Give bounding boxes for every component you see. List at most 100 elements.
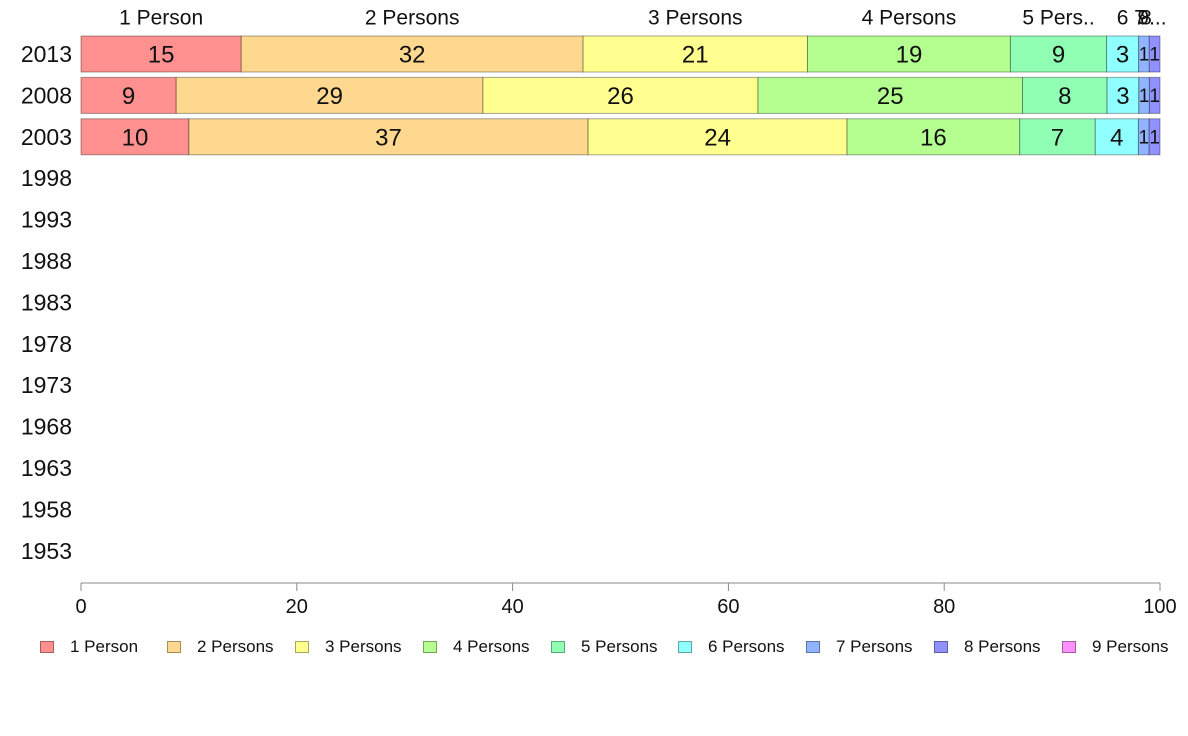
category-label: 1968: [21, 414, 72, 440]
segment-top-label: 4 Persons: [862, 7, 957, 30]
bar-segment: [188, 118, 589, 156]
legend-item: 3 Persons: [295, 636, 402, 658]
data-label: 21: [682, 42, 709, 69]
bar-segment: [1138, 76, 1150, 114]
legend-item: 1 Person: [40, 636, 138, 658]
data-label: 37: [375, 124, 402, 151]
legend-label: 9 Persons: [1092, 637, 1169, 656]
bar-segment: [80, 118, 190, 156]
x-tick-label: 0: [75, 596, 86, 618]
legend-item: 8 Persons: [934, 636, 1041, 658]
category-label: 2008: [21, 82, 72, 108]
legend-swatch: [551, 641, 565, 653]
data-label: 26: [607, 83, 634, 110]
legend-label: 1 Person: [70, 637, 139, 656]
data-label: 1: [1139, 127, 1150, 148]
bar-segment: [1094, 118, 1139, 156]
category-label: 1978: [21, 331, 72, 357]
x-tick-label: 100: [1143, 596, 1176, 618]
category-label: 1973: [21, 372, 72, 398]
legend-swatch: [678, 641, 692, 653]
data-label: 1: [1139, 45, 1150, 66]
data-label: 3: [1116, 42, 1129, 69]
legend-label: 6 Persons: [708, 637, 785, 656]
segment-top-label: 9...: [1137, 7, 1166, 30]
legend-swatch: [806, 641, 820, 653]
segment-top-label: 5 Pers..: [1022, 7, 1094, 30]
bar-segment: [482, 76, 759, 114]
data-label: 15: [148, 42, 175, 69]
bar-segment: [1019, 118, 1096, 156]
bar-segment: [1021, 76, 1108, 114]
data-label: 8: [1058, 83, 1071, 110]
bar-segment: [80, 76, 177, 114]
x-tick-label: 40: [501, 596, 523, 618]
legend-swatch: [295, 641, 309, 653]
legend-item: 9 Persons: [1062, 636, 1169, 658]
bar-segment: [1009, 35, 1108, 73]
bar-segment: [582, 35, 808, 73]
data-label: 9: [122, 83, 135, 110]
data-label: 10: [122, 124, 149, 151]
legend: 1 Person 2 Persons 3 Persons 4 Persons 5 Per…: [0, 636, 1188, 660]
bar-segment: [175, 76, 484, 114]
data-label: 32: [399, 42, 426, 69]
category-label: 1963: [21, 455, 72, 481]
legend-label: 5 Persons: [581, 637, 658, 656]
legend-swatch: [167, 641, 181, 653]
data-label: 19: [896, 42, 923, 69]
category-label: 1953: [21, 538, 72, 564]
bar-segment: [80, 35, 242, 73]
x-tick-label: 20: [286, 596, 308, 618]
legend-swatch: [934, 641, 948, 653]
stacked-bar-chart: 2013200820031998199319881983197819731968…: [21, 7, 1177, 619]
data-label: 4: [1110, 124, 1123, 151]
data-label: 29: [316, 83, 343, 110]
bar-segment: [1148, 118, 1161, 156]
legend-label: 4 Persons: [453, 637, 530, 656]
data-label: 7: [1051, 124, 1064, 151]
segment-top-label: 3 Persons: [648, 7, 743, 30]
category-label: 1983: [21, 289, 72, 315]
legend-swatch: [1062, 641, 1076, 653]
category-label: 2013: [21, 41, 72, 67]
legend-label: 7 Persons: [836, 637, 913, 656]
legend-swatch: [423, 641, 437, 653]
legend-item: 5 Persons: [551, 636, 658, 658]
data-label: 3: [1116, 83, 1129, 110]
data-label: 1: [1139, 86, 1150, 107]
bar-segment: [846, 118, 1021, 156]
category-label: 1958: [21, 496, 72, 522]
legend-label: 8 Persons: [964, 637, 1041, 656]
data-label: 16: [920, 124, 947, 151]
data-label: 1: [1149, 86, 1160, 107]
segment-top-label: 7: [1134, 7, 1146, 30]
legend-label: 3 Persons: [325, 637, 402, 656]
data-label: 24: [704, 124, 731, 151]
segment-top-label: 1 Person: [119, 7, 203, 30]
legend-swatch: [40, 641, 54, 653]
segment-top-label: 6: [1117, 7, 1129, 30]
legend-item: 6 Persons: [678, 636, 785, 658]
bar-segment: [1138, 35, 1150, 73]
bar-segment: [240, 35, 584, 73]
legend-label: 2 Persons: [197, 637, 274, 656]
category-label: 2003: [21, 124, 72, 150]
segment-top-label: 2 Persons: [365, 7, 460, 30]
data-label: 1: [1149, 45, 1160, 66]
legend-item: 7 Persons: [806, 636, 913, 658]
segment-top-label: 8: [1140, 7, 1152, 30]
bar-segment: [1106, 35, 1140, 73]
category-label: 1998: [21, 165, 72, 191]
data-label: 25: [877, 83, 904, 110]
data-label: 9: [1052, 42, 1065, 69]
x-tick-label: 60: [717, 596, 739, 618]
legend-item: 2 Persons: [167, 636, 274, 658]
data-label: 1: [1149, 127, 1160, 148]
bar-segment: [1106, 76, 1140, 114]
category-label: 1988: [21, 248, 72, 274]
x-tick-label: 80: [933, 596, 955, 618]
bar-segment: [587, 118, 848, 156]
category-label: 1993: [21, 207, 72, 233]
bar-segment: [1148, 35, 1161, 73]
